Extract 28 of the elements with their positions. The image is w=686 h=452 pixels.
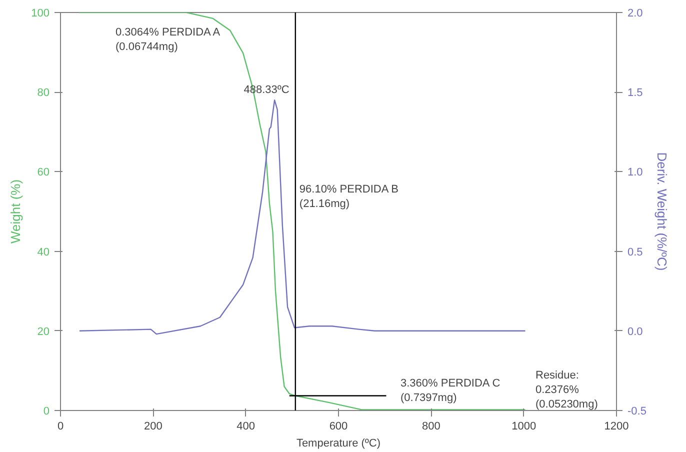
x-tick-label: 0	[57, 420, 64, 432]
y2-tick-label: -0.5	[628, 406, 646, 418]
y-tick-label: 80	[37, 87, 50, 100]
annotation: 0.3064% PERDIDA A (0.06744mg)	[116, 26, 221, 53]
x-tick-label: 1000	[512, 420, 536, 432]
y2-tick-label: 0.0	[628, 326, 643, 338]
x-tick-label: 800	[422, 420, 440, 432]
y2-tick-label: 0.5	[628, 246, 643, 258]
y2-tick-label: 1.0	[628, 166, 643, 179]
y2-tick-label: 2.0	[628, 8, 643, 20]
y-tick-label: 20	[37, 326, 50, 338]
y-tick-label: 0	[43, 406, 50, 418]
x-tick-label: 600	[329, 420, 348, 432]
x-tick-label: 400	[236, 420, 256, 432]
annotation: Residue: 0.2376% (0.05230mg)	[536, 370, 598, 410]
y-axis-title: Weight (%)	[8, 179, 24, 244]
line-series	[78, 12, 526, 410]
y2-tick-label: 1.5	[628, 87, 643, 100]
x-tick-label: 1200	[604, 420, 629, 432]
x-tick-label: 200	[144, 420, 162, 432]
y2-axis-title: Deriv. Weight (%/ºC)	[654, 152, 670, 271]
annotation: 3.360% PERDIDA C (0.7397mg)	[400, 378, 500, 404]
y-tick-label: 100	[31, 8, 50, 20]
annotation: 96.10% PERDIDA B (21.16mg)	[299, 184, 398, 210]
y-tick-label: 40	[37, 246, 50, 258]
x-axis-title: Temperature (ºC)	[296, 438, 381, 450]
y-tick-label: 60	[37, 166, 50, 179]
line-series	[78, 99, 526, 335]
